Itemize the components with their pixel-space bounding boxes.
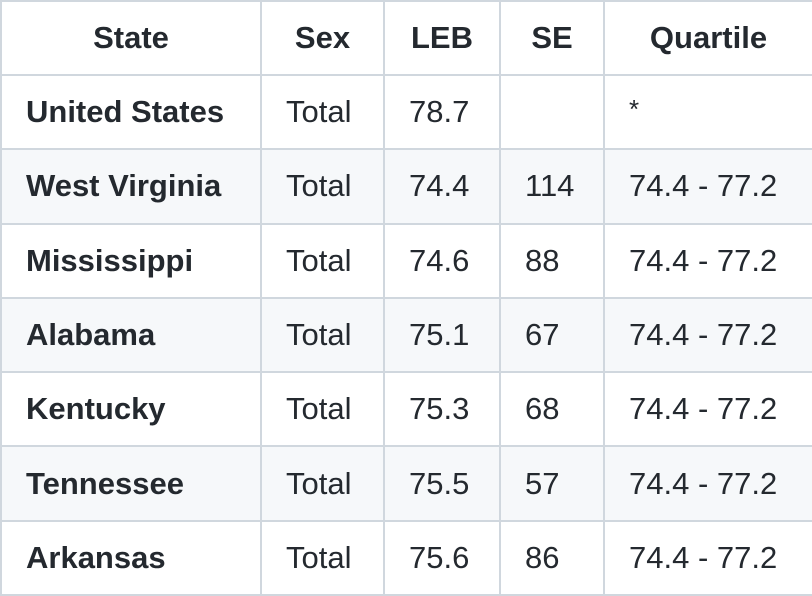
cell-quartile: 74.4 - 77.2 (603, 296, 812, 374)
cell-state: Kentucky (0, 371, 262, 448)
table-row: Mississippi Total 74.6 88 74.4 - 77.2 (0, 222, 812, 299)
cell-quartile: 74.4 - 77.2 (603, 222, 812, 299)
header-sex[interactable]: Sex (260, 0, 385, 76)
cell-sex: Total (260, 371, 385, 448)
cell-quartile: 74.4 - 77.2 (603, 148, 812, 225)
cell-se: 88 (499, 222, 605, 299)
cell-leb: 75.5 (383, 445, 501, 522)
cell-state: Arkansas (0, 519, 262, 596)
table-row: Kentucky Total 75.3 68 74.4 - 77.2 (0, 371, 812, 448)
header-leb[interactable]: LEB (383, 0, 501, 76)
cell-quartile: 74.4 - 77.2 (603, 445, 812, 522)
cell-state: Tennessee (0, 445, 262, 522)
cell-se: 68 (499, 371, 605, 448)
cell-state: West Virginia (0, 148, 262, 225)
cell-state: United States (0, 73, 262, 151)
cell-sex: Total (260, 296, 385, 374)
header-row: State Sex LEB SE Quartile (0, 0, 812, 76)
cell-quartile: * (603, 73, 812, 151)
cell-quartile: 74.4 - 77.2 (603, 371, 812, 448)
table-row: Arkansas Total 75.6 86 74.4 - 77.2 (0, 519, 812, 596)
table-row: United States Total 78.7 * (0, 73, 812, 151)
cell-sex: Total (260, 445, 385, 522)
cell-sex: Total (260, 519, 385, 596)
header-state[interactable]: State (0, 0, 262, 76)
cell-se: 86 (499, 519, 605, 596)
header-quartile[interactable]: Quartile (603, 0, 812, 76)
cell-state: Mississippi (0, 222, 262, 299)
table-row: Tennessee Total 75.5 57 74.4 - 77.2 (0, 445, 812, 522)
cell-se: 114 (499, 148, 605, 225)
cell-se: 67 (499, 296, 605, 374)
cell-quartile: 74.4 - 77.2 (603, 519, 812, 596)
cell-sex: Total (260, 73, 385, 151)
cell-leb: 75.3 (383, 371, 501, 448)
cell-sex: Total (260, 148, 385, 225)
table-row: Alabama Total 75.1 67 74.4 - 77.2 (0, 296, 812, 374)
cell-se: 57 (499, 445, 605, 522)
cell-leb: 74.6 (383, 222, 501, 299)
cell-state: Alabama (0, 296, 262, 374)
cell-leb: 75.6 (383, 519, 501, 596)
cell-leb: 75.1 (383, 296, 501, 374)
header-se[interactable]: SE (499, 0, 605, 76)
cell-sex: Total (260, 222, 385, 299)
cell-leb: 74.4 (383, 148, 501, 225)
table-row: West Virginia Total 74.4 114 74.4 - 77.2 (0, 148, 812, 225)
cell-leb: 78.7 (383, 73, 501, 151)
cell-se (499, 73, 605, 151)
